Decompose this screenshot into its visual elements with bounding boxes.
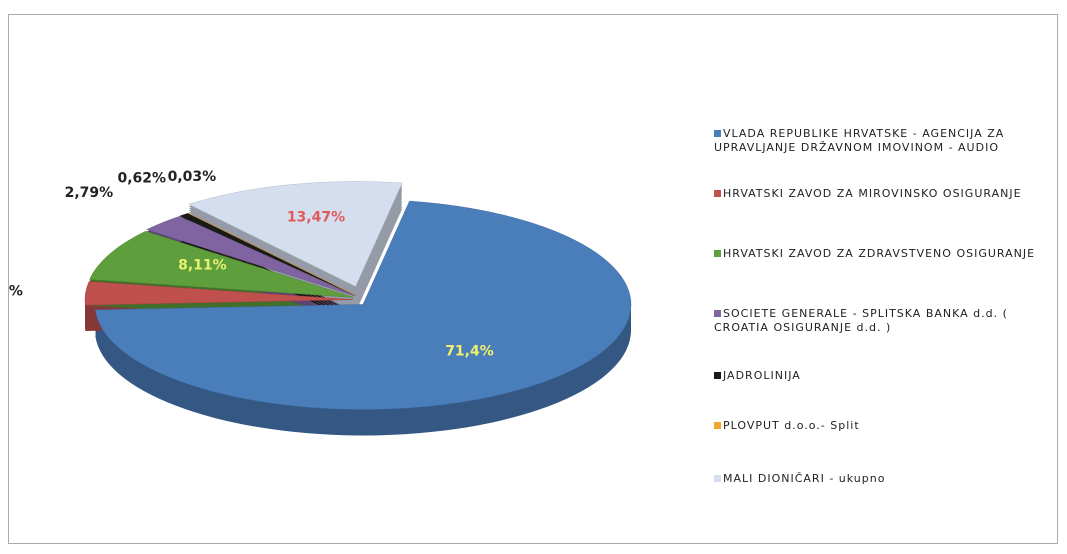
legend-label: MALI DIONIČARI - ukupno — [723, 472, 886, 485]
slice — [95, 200, 632, 410]
pie-chart: 71,4% 3,58% 8,11% 2,79%0,62%0,03% 13,47% — [9, 169, 632, 436]
legend-item: MALI DIONIČARI - ukupno — [714, 472, 1054, 486]
slice — [188, 181, 403, 287]
legend-item: SOCIETE GENERALE - SPLITSKA BANKA d.d. (… — [714, 307, 1054, 335]
legend-label: HRVATSKI ZAVOD ZA MIROVINSKO OSIGURANJE — [723, 187, 1022, 200]
data-label: 2,79% — [65, 185, 114, 201]
legend-swatch — [714, 190, 721, 197]
data-label: 8,11% — [178, 257, 227, 273]
legend-swatch — [714, 422, 721, 429]
legend-label: SOCIETE GENERALE - SPLITSKA BANKA d.d. (… — [714, 307, 1008, 334]
slice — [146, 216, 355, 297]
legend-item: PLOVPUT d.o.o.- Split — [714, 419, 1054, 433]
slice — [84, 281, 354, 306]
slice — [187, 212, 356, 296]
legend-label: PLOVPUT d.o.o.- Split — [723, 419, 860, 432]
legend-item: VLADA REPUBLIKE HRVATSKE - AGENCIJA ZA U… — [714, 127, 1054, 155]
legend-label: JADROLINIJA — [723, 369, 801, 382]
legend-swatch — [714, 250, 721, 257]
legend-label: HRVATSKI ZAVOD ZA ZDRAVSTVENO OSIGURANJE — [723, 247, 1036, 260]
legend-item: JADROLINIJA — [714, 369, 1054, 383]
data-label: 3,58% — [9, 284, 23, 300]
pie-tops — [84, 181, 632, 410]
legend-item: HRVATSKI ZAVOD ZA ZDRAVSTVENO OSIGURANJE — [714, 247, 1054, 261]
legend-label: VLADA REPUBLIKE HRVATSKE - AGENCIJA ZA U… — [714, 127, 1005, 154]
legend-item: HRVATSKI ZAVOD ZA MIROVINSKO OSIGURANJE — [714, 187, 1054, 201]
legend-swatch — [714, 372, 721, 379]
legend-swatch — [714, 475, 721, 482]
slice — [89, 230, 354, 298]
data-label: 0,03% — [168, 169, 217, 185]
chart-frame: 71,4% 3,58% 8,11% 2,79%0,62%0,03% 13,47% VLA… — [8, 14, 1058, 544]
legend-swatch — [714, 310, 721, 317]
data-label: 0,62% — [118, 171, 167, 187]
legend-swatch — [714, 130, 721, 137]
data-label: 13,47% — [287, 209, 345, 225]
data-label: 71,4% — [445, 344, 494, 360]
